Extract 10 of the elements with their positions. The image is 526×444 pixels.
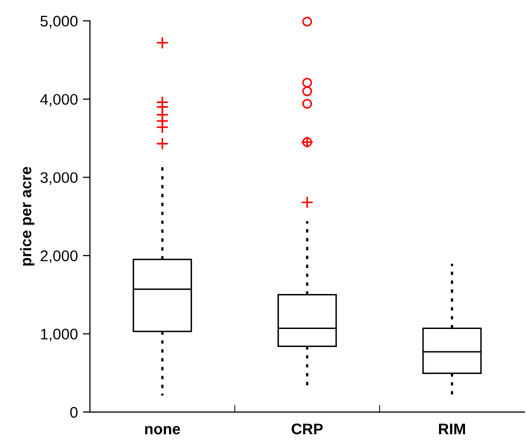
x-tick-label: none bbox=[145, 426, 180, 434]
y-axis-title: price per acre bbox=[20, 166, 34, 266]
x-tick-label: CRP bbox=[292, 424, 323, 434]
y-tick-label: 3,000 bbox=[40, 172, 78, 185]
y-tick-label: 4,000 bbox=[40, 94, 78, 107]
y-tick-label: 2,000 bbox=[40, 250, 78, 264]
x-tick-label: RIM bbox=[439, 424, 465, 434]
y-tick-label: 5,000 bbox=[40, 16, 78, 28]
y-tick-label: 0 bbox=[70, 406, 78, 418]
y-tick-label: 1,000 bbox=[41, 328, 78, 342]
